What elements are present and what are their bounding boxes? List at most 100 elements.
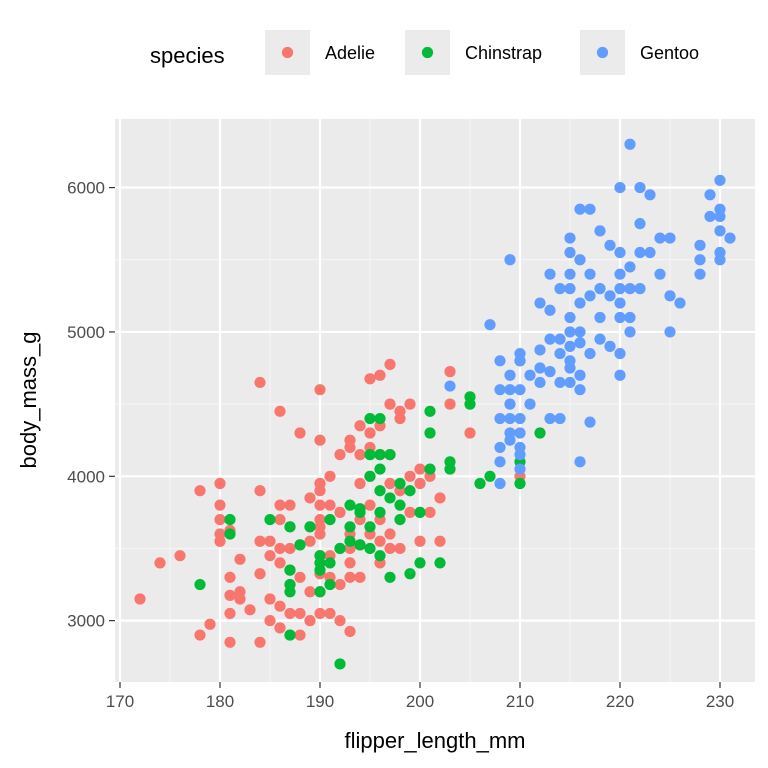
data-point (404, 506, 416, 518)
data-point (374, 535, 386, 547)
data-point (554, 376, 566, 389)
data-point (604, 239, 616, 251)
data-point (234, 593, 246, 605)
data-point (654, 268, 666, 280)
data-point (294, 607, 306, 620)
data-point (424, 463, 436, 475)
data-point (354, 506, 366, 518)
data-point (334, 506, 346, 518)
data-point (334, 658, 346, 670)
data-point (374, 550, 386, 562)
data-point (274, 557, 286, 569)
data-point (514, 427, 526, 439)
data-point (344, 441, 356, 454)
x-tick-label: 220 (606, 692, 634, 711)
data-point (194, 578, 206, 591)
data-point (324, 607, 336, 620)
legend-entry-chinstrap: Chinstrap (405, 30, 542, 75)
data-point (294, 629, 306, 641)
data-point (324, 470, 336, 482)
data-point (304, 535, 316, 547)
data-point (674, 297, 686, 309)
y-axis: 3000 4000 5000 6000 (67, 179, 115, 631)
data-point (384, 542, 396, 555)
data-point (314, 485, 326, 497)
data-point (584, 203, 596, 215)
data-point (214, 513, 226, 526)
data-point (324, 557, 336, 569)
data-point (444, 380, 456, 392)
data-point (334, 578, 346, 591)
data-point (344, 499, 356, 511)
data-point (714, 225, 726, 237)
legend-key-marker (596, 46, 609, 59)
data-point (204, 618, 216, 630)
data-point (574, 456, 586, 468)
data-point (274, 499, 286, 511)
data-point (364, 470, 376, 482)
data-point (494, 441, 506, 454)
data-point (374, 369, 386, 381)
data-point (514, 384, 526, 396)
data-point (364, 412, 376, 425)
data-point (614, 181, 626, 194)
data-point (314, 434, 326, 446)
data-point (284, 586, 296, 598)
legend-title: species (150, 43, 225, 68)
data-point (294, 571, 306, 583)
legend: species Adelie Chinstrap Gentoo (150, 30, 699, 75)
data-point (224, 571, 236, 583)
data-point (574, 369, 586, 381)
data-points (134, 138, 736, 670)
data-point (634, 283, 646, 295)
data-point (344, 625, 356, 638)
data-point (394, 513, 406, 526)
data-point (604, 290, 616, 302)
data-point (534, 427, 546, 439)
x-axis-title: flipper_length_mm (345, 728, 526, 753)
data-point (694, 254, 706, 266)
data-point (294, 539, 306, 551)
data-point (404, 485, 416, 497)
data-point (534, 344, 546, 356)
data-point (504, 412, 516, 425)
data-point (414, 506, 426, 518)
data-point (464, 398, 476, 410)
data-point (564, 283, 576, 295)
data-point (384, 398, 396, 410)
data-point (564, 362, 576, 374)
data-point (264, 550, 276, 562)
data-point (614, 246, 626, 259)
data-point (354, 477, 366, 490)
data-point (364, 542, 376, 555)
data-point (574, 384, 586, 396)
data-point (364, 521, 376, 533)
plot-panel (115, 119, 755, 682)
data-point (524, 369, 536, 381)
data-point (594, 225, 606, 237)
data-point (584, 290, 596, 302)
data-point (424, 405, 436, 417)
data-point (564, 340, 576, 352)
x-tick-label: 170 (106, 692, 134, 711)
data-point (714, 210, 726, 223)
data-point (574, 337, 586, 349)
data-point (274, 405, 286, 417)
data-point (554, 347, 566, 360)
data-point (564, 268, 576, 280)
data-point (334, 542, 346, 555)
data-point (494, 477, 506, 490)
data-point (404, 568, 416, 580)
legend-label: Adelie (325, 43, 375, 63)
data-point (284, 564, 296, 576)
data-point (244, 604, 256, 616)
data-point (254, 535, 266, 547)
data-point (504, 254, 516, 266)
data-point (644, 246, 656, 259)
data-point (564, 326, 576, 338)
data-point (484, 470, 496, 482)
data-point (274, 513, 286, 526)
data-point (374, 463, 386, 475)
data-point (444, 463, 456, 475)
